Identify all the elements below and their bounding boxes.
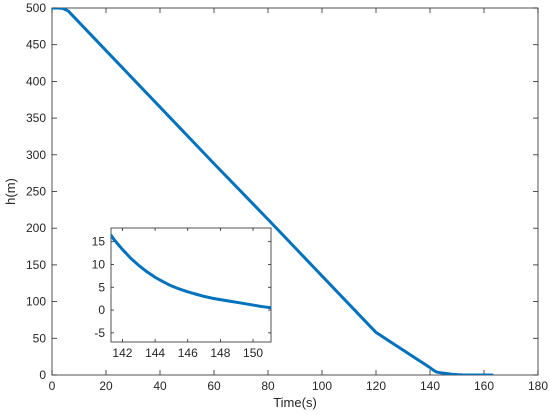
- main-x-tick-label: 120: [366, 379, 386, 393]
- main-x-tick-label: 140: [420, 379, 440, 393]
- inset-series-line: [111, 233, 271, 310]
- main-series-line: [52, 8, 494, 375]
- main-y-tick-label: 450: [26, 38, 46, 52]
- main-y-tick-label: 150: [26, 258, 46, 272]
- inset-x-tick-label: 142: [112, 346, 132, 360]
- main-x-tick-label: 60: [207, 379, 221, 393]
- main-y-tick-label: 300: [26, 148, 46, 162]
- main-x-tick-label: 20: [99, 379, 113, 393]
- main-y-tick-label: 500: [26, 1, 46, 15]
- main-x-tick-label: 180: [528, 379, 548, 393]
- inset-y-tick-label: 10: [92, 257, 106, 271]
- inset-plot: 142 144 146 148 150 -5 0 5 10 15: [92, 227, 272, 360]
- inset-y-tick-label: 5: [98, 280, 105, 294]
- inset-y-tick-label: 15: [92, 235, 106, 249]
- inset-x-tick-label: 148: [210, 346, 230, 360]
- main-y-tick-label: 400: [26, 74, 46, 88]
- main-x-tick-label: 0: [49, 379, 56, 393]
- inset-x-tick-label: 146: [178, 346, 198, 360]
- inset-y-tick-label: 0: [98, 303, 105, 317]
- main-plot: 0 20 40 60 80 100 120 140 160 1800501001502002503…: [3, 1, 548, 410]
- main-y-axis-label: h(m): [3, 178, 18, 205]
- inset-axes-box: [110, 227, 272, 343]
- inset-x-tick-label: 144: [145, 346, 165, 360]
- main-x-tick-label: 80: [261, 379, 275, 393]
- main-y-tick-label: 0: [39, 368, 46, 382]
- inset-y-tick-label: -5: [94, 326, 105, 340]
- main-y-tick-label: 100: [26, 295, 46, 309]
- main-x-tick-label: 100: [312, 379, 332, 393]
- main-x-tick-label: 160: [474, 379, 494, 393]
- main-y-tick-label: 350: [26, 111, 46, 125]
- main-x-tick-label: 40: [153, 379, 167, 393]
- inset-x-tick-label: 150: [243, 346, 263, 360]
- main-y-tick-label: 50: [33, 331, 47, 345]
- main-y-tick-label: 250: [26, 185, 46, 199]
- main-x-axis-label: Time(s): [273, 395, 317, 410]
- main-y-tick-label: 200: [26, 221, 46, 235]
